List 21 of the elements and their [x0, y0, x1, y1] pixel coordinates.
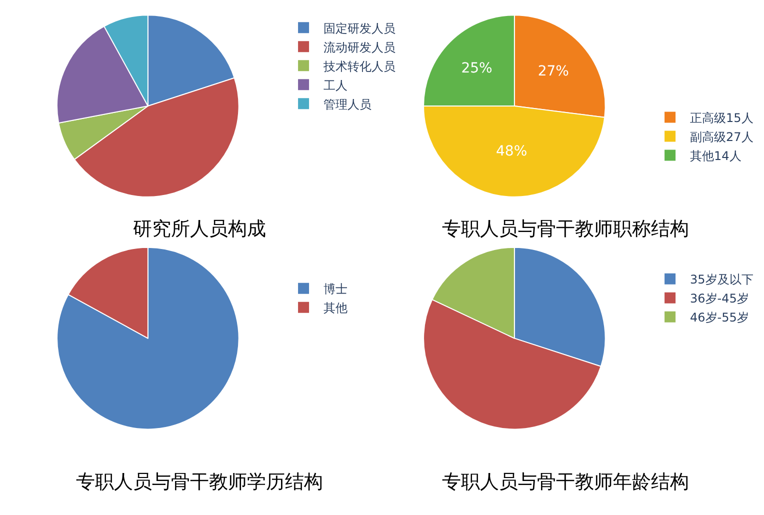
legend-label: 其他 — [324, 301, 348, 316]
legend-label: 36岁-45岁 — [690, 292, 749, 306]
legend-label: 46岁-55岁 — [690, 310, 749, 325]
text: 专职人员与骨干教师学历结构 — [76, 471, 323, 493]
text: 研究所人员构成 — [133, 218, 266, 240]
legend-label: 流动研发人员 — [324, 40, 396, 54]
data-label: 25% — [461, 60, 492, 76]
data-label: 48% — [496, 143, 528, 160]
legend-label: 工人 — [324, 78, 348, 92]
legend-label: 管理人员 — [324, 97, 372, 112]
legend-label: 博士 — [324, 282, 348, 296]
legend-label: 35岁及以下 — [690, 272, 754, 287]
legend-label: 正高级15人 — [690, 110, 754, 125]
data-label: 27% — [538, 64, 569, 80]
legend-label: 副高级27人 — [690, 130, 754, 144]
pie-slice — [56, 246, 240, 430]
text: 专职人员与骨干教师职称结构 — [442, 218, 689, 240]
text: 专职人员与骨干教师年龄结构 — [442, 471, 689, 493]
legend-label: 其他14人 — [690, 148, 742, 163]
legend-label: 固定研发人员 — [324, 21, 396, 36]
legend-label: 技术转化人员 — [322, 59, 396, 74]
